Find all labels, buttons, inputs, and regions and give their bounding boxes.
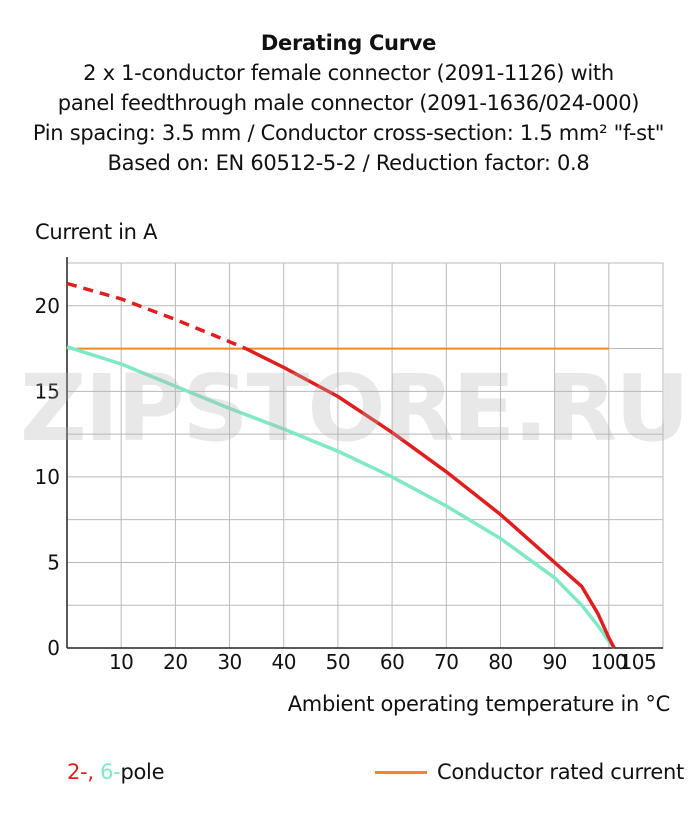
legend-poles: 2-, 6-pole	[67, 760, 164, 784]
x-tick-label: 100	[590, 650, 627, 674]
x-tick-label: 30	[217, 650, 241, 674]
x-tick-label: 80	[488, 650, 512, 674]
legend-2-pole: 2-,	[67, 760, 94, 784]
x-axis-label: Ambient operating temperature in °C	[287, 692, 671, 716]
series-2-pole-line	[245, 347, 616, 649]
chart-subtitle-1: 2 x 1-conductor female connector (2091-1…	[83, 61, 614, 85]
x-tick-label: 10	[109, 650, 133, 674]
chart-title: Derating Curve	[260, 31, 437, 55]
series-6-pole-line	[66, 345, 616, 650]
chart-subtitle-3: Pin spacing: 3.5 mm / Conductor cross-se…	[32, 121, 665, 145]
watermark: ZIPSTORE.RU	[20, 355, 690, 462]
chart-subtitle-4: Based on: EN 60512-5-2 / Reduction facto…	[107, 151, 590, 175]
x-tick-label: 50	[326, 650, 350, 674]
y-tick-label: 10	[35, 465, 60, 489]
chart-subtitle-2: panel feedthrough male connector (2091-1…	[57, 91, 640, 115]
y-tick-label: 15	[35, 379, 60, 403]
legend-rated-current-swatch	[375, 770, 427, 774]
y-tick-label: 20	[35, 294, 60, 318]
y-axis-label: Current in A	[35, 220, 158, 244]
chart-title-block: Derating Curve 2 x 1-conductor female co…	[0, 28, 697, 178]
series-2-pole-dashed-line	[66, 281, 247, 351]
legend-pole-suffix: pole	[120, 760, 165, 784]
x-tick-label: 105	[620, 650, 657, 674]
legend-rated-current-label: Conductor rated current	[437, 760, 684, 784]
y-tick-label: 0	[47, 636, 60, 660]
x-tick-label: 90	[542, 650, 566, 674]
x-tick-label: 60	[380, 650, 404, 674]
x-tick-label: 20	[163, 650, 187, 674]
x-tick-label: 70	[434, 650, 458, 674]
y-tick-label: 5	[47, 550, 60, 574]
legend-rated-current: Conductor rated current	[375, 760, 684, 784]
x-tick-label: 40	[272, 650, 296, 674]
legend-6-pole: 6-	[100, 760, 121, 784]
